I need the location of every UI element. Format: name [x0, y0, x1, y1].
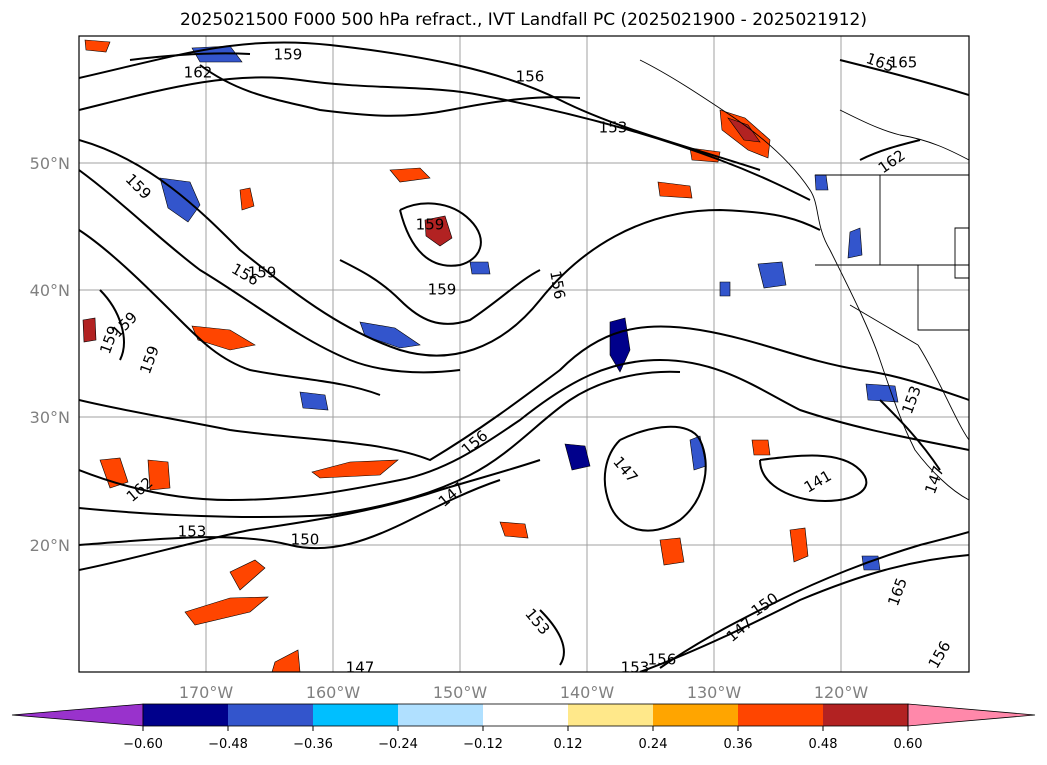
- contour-label: 156: [648, 651, 677, 669]
- colorbar-ticks: −0.60 −0.48 −0.36 −0.24 −0.12 0.12 0.24 0.36 0.4…: [123, 726, 922, 752]
- lat-label-20n: 20°N: [30, 536, 70, 555]
- lon-label-150w: 150°W: [433, 683, 488, 702]
- contour-label: 156: [546, 269, 569, 300]
- colorbar-tick-label: 0.60: [894, 737, 923, 752]
- lat-label-40n: 40°N: [30, 281, 70, 300]
- colorbar: [11, 703, 1036, 727]
- colorbar-tick-label: −0.24: [378, 737, 418, 752]
- colorbar-segment: [823, 704, 908, 726]
- colorbar-segment: [228, 704, 313, 726]
- latitude-labels: 50°N 40°N 30°N 20°N: [30, 154, 70, 555]
- contour-label: 159: [416, 216, 445, 234]
- coastlines: [639, 59, 969, 501]
- contour-label: 165: [889, 54, 918, 72]
- colorbar-tick-label: −0.12: [463, 737, 503, 752]
- contour-label: 147: [346, 659, 375, 677]
- colorbar-tick-label: −0.36: [293, 737, 333, 752]
- colorbar-tick-label: 0.12: [554, 737, 583, 752]
- lon-label-170w: 170°W: [179, 683, 234, 702]
- colorbar-segment: [398, 704, 483, 726]
- colorbar-tick-label: −0.48: [208, 737, 248, 752]
- colorbar-segment: [313, 704, 398, 726]
- contour-label: 150: [291, 531, 320, 549]
- map-title: 2025021500 F000 500 hPa refract., IVT La…: [179, 10, 867, 30]
- contour-label: 159: [428, 281, 457, 299]
- contour-label: 156: [516, 68, 545, 86]
- anomaly-patches: [82, 39, 899, 672]
- contour-label: 153: [599, 119, 628, 137]
- colorbar-tick-label: −0.60: [123, 737, 163, 752]
- lon-label-130w: 130°W: [687, 683, 742, 702]
- lon-label-120w: 120°W: [814, 683, 869, 702]
- contour-label: 153: [621, 659, 650, 677]
- colorbar-tick-label: 0.48: [809, 737, 838, 752]
- map-area: [79, 36, 969, 672]
- contour-label: 153: [178, 523, 207, 541]
- lat-label-50n: 50°N: [30, 154, 70, 173]
- lon-label-160w: 160°W: [306, 683, 361, 702]
- colorbar-tick-label: 0.24: [639, 737, 668, 752]
- lon-label-140w: 140°W: [560, 683, 615, 702]
- contour-label: 159: [274, 46, 303, 64]
- colorbar-extend-high: [907, 703, 1036, 727]
- contour-label: 159: [248, 264, 277, 282]
- colorbar-segment: [738, 704, 823, 726]
- colorbar-extend-low: [11, 703, 144, 727]
- longitude-labels: 170°W 160°W 150°W 140°W 130°W 120°W: [179, 683, 869, 702]
- map-frame: [78, 35, 970, 673]
- lat-label-30n: 30°N: [30, 408, 70, 427]
- colorbar-segment: [143, 704, 228, 726]
- colorbar-frame: [142, 703, 909, 727]
- colorbar-segment: [653, 704, 738, 726]
- height-contours: [79, 41, 969, 672]
- colorbar-segment: [568, 704, 653, 726]
- contour-label: 162: [184, 64, 213, 82]
- colorbar-tick-label: 0.36: [724, 737, 753, 752]
- colorbar-segment: [483, 704, 568, 726]
